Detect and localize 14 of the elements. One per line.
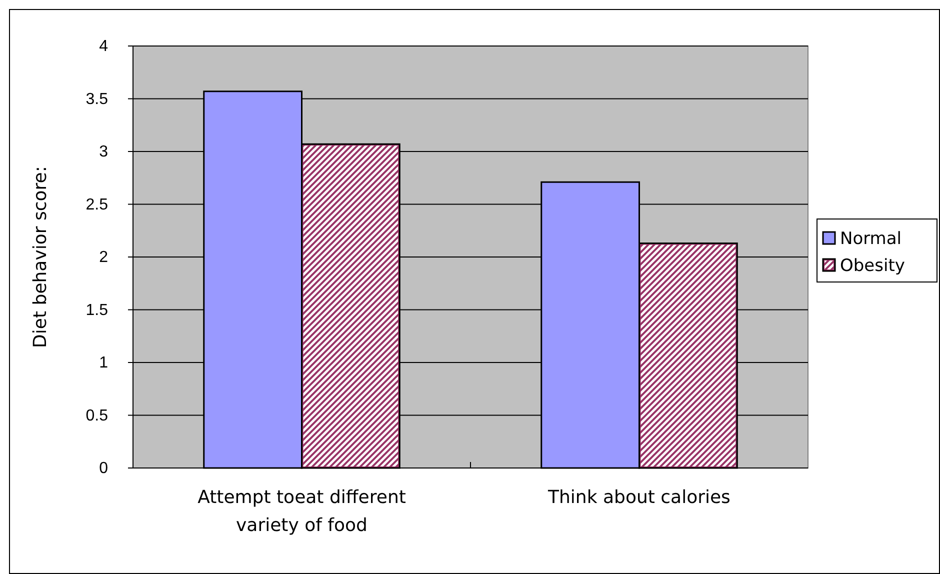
y-axis-title: Diet behavior score:	[30, 166, 51, 348]
legend-label: Obesity	[840, 256, 905, 276]
legend-label: Normal	[840, 229, 902, 249]
x-tick-label: Think about calories	[547, 487, 730, 508]
y-tick-label: 2.5	[86, 196, 108, 214]
y-tick-label: 0	[99, 460, 108, 478]
y-tick-label: 3.5	[86, 90, 108, 108]
y-tick-label: 3	[99, 144, 108, 161]
y-tick-label: 1	[99, 354, 108, 372]
y-tick-label: 2	[99, 249, 108, 266]
x-tick-label: Attempt toeat different variety of food	[198, 487, 406, 536]
y-tick-label: 0.5	[86, 407, 108, 424]
y-tick-label: 4	[99, 38, 108, 56]
y-tick-label: 1.5	[86, 302, 108, 319]
